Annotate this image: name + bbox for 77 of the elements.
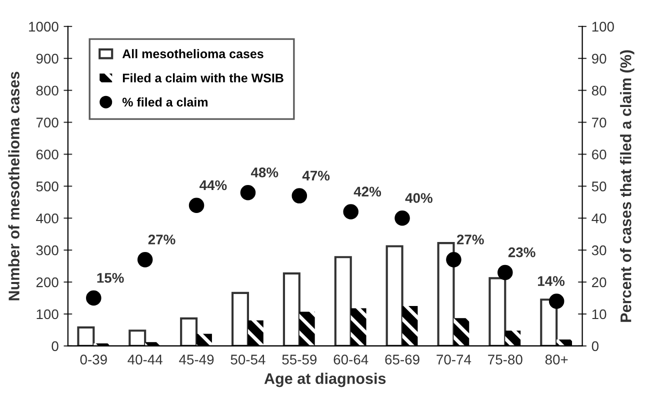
bar [334, 256, 352, 346]
y2-axis-title: Percent of cases that filed a claim (%) [620, 50, 634, 322]
x-tick-label: 80+ [545, 354, 568, 364]
data-label: 40% [405, 193, 432, 203]
bar [505, 330, 521, 346]
bar [145, 342, 161, 346]
bar [282, 272, 300, 346]
y2-tick-label: 70 [592, 118, 606, 128]
bar [454, 318, 470, 346]
y-tick-label: 0 [52, 341, 58, 352]
data-label: 42% [354, 186, 382, 196]
y2-tick-label: 20 [592, 277, 606, 288]
data-label: 27% [456, 234, 484, 244]
y-tick-label: 800 [36, 86, 58, 96]
bar [556, 340, 572, 346]
data-label: 27% [148, 234, 176, 244]
bar [488, 277, 506, 346]
bar [437, 242, 455, 346]
point [240, 184, 256, 200]
data-label: 23% [508, 247, 536, 258]
data-label: 44% [200, 180, 227, 190]
legend-label: All mesothelioma cases [122, 49, 264, 58]
x-tick-label: 50-54 [230, 354, 266, 364]
x-tick-label: 40-44 [128, 354, 162, 364]
legend-label: Filed a claim with the WSIB [122, 73, 284, 82]
y-tick-label: 100 [36, 309, 58, 320]
data-label: 47% [302, 170, 330, 181]
y-tick-label: 500 [36, 182, 58, 192]
y2-tick-label: 0 [592, 341, 599, 352]
bar [248, 320, 264, 346]
bar [402, 306, 418, 346]
bar [231, 292, 250, 346]
point [394, 210, 410, 226]
bar [350, 308, 366, 346]
legend-label: % filed a claim [122, 97, 208, 107]
bar [299, 312, 315, 346]
bar [540, 298, 558, 346]
data-label: 15% [97, 272, 124, 283]
y-axis-title: Number of mesothelioma cases [8, 72, 20, 300]
y-tick-label: 300 [36, 245, 58, 256]
y2-tick-label: 80 [592, 86, 606, 96]
bar [128, 330, 146, 346]
y2-tick-label: 90 [592, 54, 606, 64]
point [548, 294, 564, 309]
point [188, 198, 204, 214]
x-tick-label: 70-74 [436, 354, 472, 364]
x-tick-label: 45-49 [179, 354, 214, 364]
data-label: 14% [538, 276, 565, 286]
x-tick-label: 0-39 [80, 354, 107, 364]
y2-tick-label: 100 [592, 22, 614, 32]
point [498, 264, 513, 280]
x-axis-title: Age at diagnosis [264, 372, 386, 388]
data-label: 48% [250, 168, 278, 178]
y-tick-label: 900 [36, 54, 58, 64]
y2-tick-label: 10 [592, 309, 606, 320]
point [343, 204, 358, 220]
point [137, 252, 153, 268]
y-tick-label: 600 [36, 150, 58, 160]
bar [77, 326, 95, 346]
y-tick-label: 700 [36, 118, 58, 128]
x-tick-label: 60-64 [334, 354, 368, 364]
point [86, 290, 102, 306]
y2-tick-label: 40 [592, 213, 606, 224]
y2-tick-label: 50 [592, 182, 606, 192]
bar [180, 317, 198, 346]
y-tick-label: 400 [36, 213, 58, 224]
x-tick-label: 75-80 [488, 354, 522, 364]
y2-tick-label: 60 [592, 150, 606, 160]
x-tick-label: 65-69 [385, 354, 420, 364]
y-tick-label: 200 [36, 277, 58, 288]
x-tick-label: 55-59 [282, 354, 317, 364]
y-tick-label: 1000 [29, 22, 58, 32]
point [292, 188, 308, 204]
bar [196, 334, 212, 346]
y2-tick-label: 30 [592, 245, 606, 256]
bar [386, 245, 404, 346]
point [446, 252, 462, 268]
